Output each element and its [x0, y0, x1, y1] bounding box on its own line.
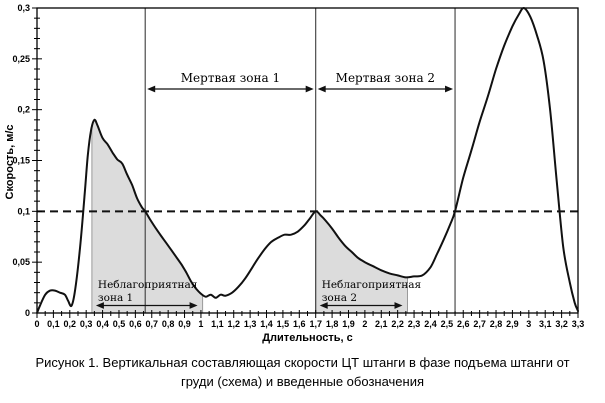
x-tick-label: 1,6 — [293, 319, 306, 329]
x-axis-label: Длительность, с — [262, 332, 353, 344]
unfavorable-zone-label-2-line1: Неблагоприятная — [322, 279, 422, 291]
x-tick-label: 3,3 — [572, 319, 585, 329]
y-axis-label: Скорость, м/с — [4, 124, 16, 199]
x-tick-label: 1,9 — [342, 319, 355, 329]
x-tick-label: 0,6 — [129, 319, 142, 329]
x-tick-label: 1,7 — [309, 319, 322, 329]
x-tick-label: 0,8 — [162, 319, 175, 329]
y-tick-label: 0,1 — [17, 206, 30, 216]
y-tick-label: 0,2 — [17, 105, 30, 115]
x-tick-label: 1,5 — [277, 319, 290, 329]
x-tick-label: 2,7 — [473, 319, 486, 329]
unfavorable-zone-label-1-line2: зона 1 — [98, 292, 133, 304]
x-tick-label: 2,6 — [457, 319, 470, 329]
y-tick-label: 0,15 — [12, 156, 30, 166]
x-tick-label: 2,8 — [490, 319, 503, 329]
zone-boundary-lines — [144, 8, 456, 313]
x-tick-label: 0,1 — [47, 319, 60, 329]
x-tick-label: 3,1 — [539, 319, 552, 329]
x-tick-label: 0,5 — [113, 319, 126, 329]
dead-zone-annotations: Мертвая зона 1 Мертвая зона 2 — [147, 71, 454, 93]
x-tick-label: 2,2 — [391, 319, 404, 329]
unfavorable-zone-label-2-line2: зона 2 — [322, 292, 357, 304]
x-tick-label: 0,3 — [80, 319, 93, 329]
x-tick-label: 1,3 — [244, 319, 257, 329]
dead-zone-arrow-1 — [147, 85, 314, 93]
unfavorable-zone-label-1-line1: Неблагоприятная — [98, 279, 198, 291]
y-tick-label: 0,05 — [12, 257, 30, 267]
unfavorable-zone-arrow-2 — [319, 302, 403, 309]
x-tick-label: 2,4 — [424, 319, 437, 329]
x-tick-label: 0,4 — [96, 319, 109, 329]
x-tick-label: 0,9 — [178, 319, 191, 329]
x-tick-label: 0,7 — [145, 319, 158, 329]
dead-zone-arrow-2 — [317, 85, 454, 93]
x-tick-label: 2,9 — [506, 319, 519, 329]
x-tick-label: 0,2 — [64, 319, 77, 329]
velocity-chart: 0 0,1 0,2 0,3 0,4 0,5 0,6 0,7 0,8 0,9 1 1,1 1,2 1,3 1,… — [4, 3, 584, 344]
x-tick-label: 0 — [34, 319, 39, 329]
x-tick-label: 2,1 — [375, 319, 388, 329]
y-tick-label: 0,25 — [12, 54, 30, 64]
figure-caption: Рисунок 1. Вертикальная составляющая ско… — [35, 355, 570, 389]
x-tick-label: 2 — [362, 319, 367, 329]
dead-zone-label-2: Мертвая зона 2 — [336, 71, 435, 85]
x-tick-label: 1,1 — [211, 319, 224, 329]
y-tick-label: 0,3 — [17, 3, 30, 13]
x-tick-label: 3,2 — [555, 319, 568, 329]
x-tick-label: 1,4 — [260, 319, 273, 329]
x-tick-label: 2,3 — [408, 319, 421, 329]
x-tick-label: 3 — [526, 319, 531, 329]
x-tick-label: 1 — [198, 319, 203, 329]
axis-ticks: 0 0,1 0,2 0,3 0,4 0,5 0,6 0,7 0,8 0,9 1 1,1 1,2 1,3 1,… — [12, 3, 584, 329]
x-tick-label: 2,5 — [441, 319, 454, 329]
y-tick-label: 0 — [25, 308, 30, 318]
unfavorable-zone-arrow-1 — [95, 302, 198, 309]
x-tick-label: 1,8 — [326, 319, 339, 329]
dead-zone-label-1: Мертвая зона 1 — [181, 71, 280, 85]
velocity-curve — [36, 6, 579, 314]
x-tick-label: 1,2 — [227, 319, 240, 329]
